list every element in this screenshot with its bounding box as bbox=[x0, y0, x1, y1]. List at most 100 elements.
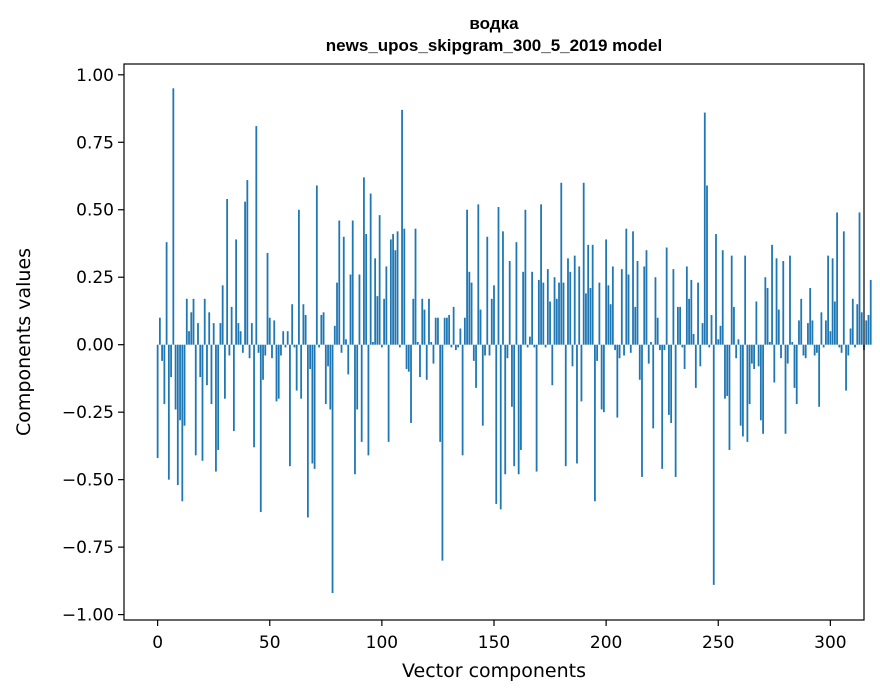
bar-28 bbox=[219, 323, 222, 345]
bar-250 bbox=[717, 339, 720, 345]
bar-283 bbox=[791, 342, 794, 345]
bar-300 bbox=[829, 331, 832, 345]
bar-199 bbox=[602, 344, 605, 413]
y-tick-label--1: −1.00 bbox=[62, 606, 114, 626]
bar-272 bbox=[766, 288, 769, 345]
bar-181 bbox=[562, 282, 565, 345]
bar-298 bbox=[824, 320, 827, 345]
bar-121 bbox=[428, 298, 430, 345]
bar-26 bbox=[215, 344, 217, 472]
bar-243 bbox=[701, 323, 704, 345]
bar-157 bbox=[508, 261, 511, 345]
bar-86 bbox=[349, 274, 352, 345]
bar-190 bbox=[582, 182, 585, 345]
bar-90 bbox=[358, 274, 361, 345]
bar-203 bbox=[611, 266, 614, 345]
x-tick-label-300: 300 bbox=[814, 633, 846, 653]
bar-140 bbox=[470, 282, 473, 345]
bar-96 bbox=[372, 342, 374, 345]
bar-180 bbox=[560, 182, 563, 345]
bar-132 bbox=[452, 306, 455, 345]
y-tick-label--0.5: −0.50 bbox=[62, 471, 114, 491]
bar-131 bbox=[450, 344, 453, 348]
bar-118 bbox=[421, 298, 424, 345]
bar-101 bbox=[383, 298, 386, 345]
bar-130 bbox=[448, 315, 451, 345]
bar-292 bbox=[811, 320, 814, 345]
bar-94 bbox=[367, 344, 370, 456]
bar-3 bbox=[163, 344, 166, 405]
bar-279 bbox=[782, 261, 785, 345]
bar-256 bbox=[730, 255, 733, 345]
bar-184 bbox=[569, 271, 572, 345]
bar-220 bbox=[650, 342, 652, 345]
bar-237 bbox=[688, 298, 690, 345]
bar-301 bbox=[831, 258, 834, 345]
bar-73 bbox=[320, 315, 323, 345]
bar-225 bbox=[661, 344, 664, 469]
bar-32 bbox=[228, 344, 231, 356]
bar-317 bbox=[867, 315, 870, 345]
bar-309 bbox=[849, 328, 852, 345]
bar-276 bbox=[775, 258, 778, 345]
bar-234 bbox=[681, 344, 684, 348]
bar-38 bbox=[241, 344, 244, 353]
bar-238 bbox=[690, 279, 693, 345]
x-axis: 0 50 100 150 200 250 300 bbox=[152, 620, 847, 653]
bar-87 bbox=[351, 220, 354, 345]
bar-165 bbox=[526, 344, 529, 348]
bar-229 bbox=[670, 344, 673, 423]
bar-39 bbox=[244, 201, 246, 345]
bar-10 bbox=[179, 344, 181, 421]
bar-218 bbox=[645, 250, 648, 345]
bar-193 bbox=[589, 288, 592, 345]
bar-81 bbox=[338, 220, 341, 345]
y-axis-label: Components values bbox=[13, 248, 35, 436]
bar-189 bbox=[580, 344, 583, 402]
bar-318 bbox=[869, 279, 872, 345]
bar-314 bbox=[860, 312, 863, 345]
bar-105 bbox=[392, 234, 394, 345]
bar-63 bbox=[298, 209, 300, 345]
x-tick-label-50: 50 bbox=[259, 633, 281, 653]
bar-30 bbox=[224, 344, 226, 399]
bar-192 bbox=[587, 244, 590, 345]
bar-226 bbox=[663, 344, 666, 351]
bar-267 bbox=[755, 301, 758, 345]
bar-210 bbox=[627, 274, 630, 345]
bar-205 bbox=[616, 344, 619, 418]
bar-208 bbox=[623, 344, 625, 356]
bar-313 bbox=[858, 212, 861, 345]
bar-136 bbox=[461, 344, 464, 456]
bar-297 bbox=[822, 344, 825, 348]
bar-201 bbox=[607, 285, 610, 345]
bar-197 bbox=[598, 282, 601, 345]
bar-270 bbox=[762, 344, 764, 434]
bar-25 bbox=[212, 323, 215, 345]
bar-59 bbox=[289, 344, 291, 467]
bar-188 bbox=[578, 266, 581, 345]
x-tick-label-150: 150 bbox=[478, 633, 510, 653]
bar-142 bbox=[475, 344, 477, 388]
bar-93 bbox=[365, 234, 368, 345]
bar-31 bbox=[226, 198, 229, 345]
bar-55 bbox=[280, 344, 282, 356]
bar-54 bbox=[277, 344, 280, 399]
bar-202 bbox=[609, 304, 612, 345]
bar-125 bbox=[437, 317, 439, 345]
bar-51 bbox=[271, 344, 273, 359]
y-tick-label-0.75: 0.75 bbox=[76, 133, 114, 153]
bar-146 bbox=[484, 344, 486, 356]
bar-36 bbox=[237, 323, 240, 345]
bar-221 bbox=[652, 344, 655, 429]
bar-310 bbox=[851, 298, 854, 345]
bar-248 bbox=[712, 344, 715, 585]
bar-153 bbox=[499, 344, 502, 510]
bar-299 bbox=[827, 255, 830, 345]
bar-303 bbox=[836, 212, 838, 345]
x-tick-label-200: 200 bbox=[590, 633, 622, 653]
bar-15 bbox=[190, 312, 193, 345]
bar-154 bbox=[502, 231, 504, 345]
bar-24 bbox=[210, 344, 213, 405]
bar-102 bbox=[385, 266, 388, 345]
